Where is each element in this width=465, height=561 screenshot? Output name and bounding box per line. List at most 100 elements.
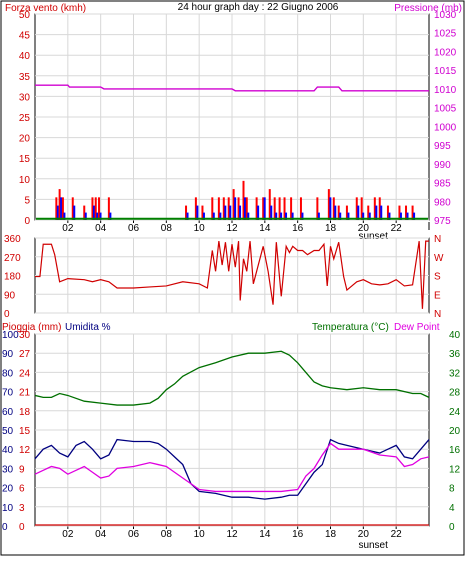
- chart-title: 24 hour graph day : 22 Giugno 2006: [178, 2, 339, 13]
- compass-label: N: [434, 309, 441, 320]
- x-tick-label: 12: [226, 223, 238, 234]
- rain-tick-label: 6: [19, 484, 25, 495]
- humidity-tick-label: 60: [2, 407, 14, 418]
- temperature-line: [34, 350, 430, 406]
- wind-tick-label: 0: [24, 216, 30, 227]
- humidity-tick-label: 90: [2, 349, 14, 360]
- temperature-tick-label: 16: [449, 445, 461, 456]
- direction-tick-label: 0: [4, 309, 10, 320]
- direction-tick-label: 360: [4, 234, 21, 245]
- pressure-tick-label: 980: [434, 197, 451, 208]
- pressure-tick-label: 1015: [434, 66, 457, 77]
- pressure-axis-label: Pressione (mb): [394, 3, 462, 14]
- humidity-line: [34, 438, 430, 500]
- x-tick-label: 12: [226, 529, 238, 540]
- humidity-tick-label: 100: [2, 330, 19, 341]
- pressure-tick-label: 975: [434, 216, 451, 227]
- humidity-tick-label: 50: [2, 426, 14, 437]
- x-tick-label: 14: [259, 529, 271, 540]
- pressure-tick-label: 985: [434, 179, 451, 190]
- x-tick-label: 18: [325, 223, 337, 234]
- temperature-tick-label: 20: [449, 426, 461, 437]
- wind-tick-label: 5: [24, 195, 30, 206]
- temperature-tick-label: 12: [449, 464, 461, 475]
- sunset-label: sunset: [358, 540, 388, 551]
- humidity-axis-label: Umidita %: [65, 322, 111, 333]
- humidity-tick-label: 20: [2, 484, 14, 495]
- pressure-tick-label: 1030: [434, 10, 457, 21]
- pressure-line: [35, 84, 429, 92]
- pressure-tick-label: 1000: [434, 122, 457, 133]
- wind-axis-label: Forza vento (kmh): [5, 3, 86, 14]
- rain-tick-label: 30: [19, 330, 31, 341]
- rain-tick-label: 3: [19, 503, 25, 514]
- temperature-tick-label: 28: [449, 388, 461, 399]
- pressure-tick-label: 1010: [434, 85, 457, 96]
- pressure-tick-label: 1025: [434, 29, 457, 40]
- pressure-tick-label: 990: [434, 160, 451, 171]
- humidity-tick-label: 10: [2, 503, 14, 514]
- compass-label: S: [434, 272, 441, 283]
- x-tick-label: 08: [161, 223, 173, 234]
- x-tick-label: 20: [358, 529, 370, 540]
- x-tick-label: 06: [128, 529, 140, 540]
- rain-tick-label: 9: [19, 464, 25, 475]
- wind-tick-label: 15: [19, 154, 31, 165]
- humidity-tick-label: 30: [2, 464, 14, 475]
- pressure-tick-label: 995: [434, 141, 451, 152]
- compass-label: E: [434, 290, 441, 301]
- temperature-tick-label: 8: [449, 484, 455, 495]
- direction-tick-label: 180: [4, 272, 21, 283]
- x-tick-label: 02: [62, 223, 74, 234]
- temperature-tick-label: 24: [449, 407, 461, 418]
- temperature-tick-label: 0: [449, 522, 455, 533]
- pressure-tick-label: 1020: [434, 47, 457, 58]
- x-tick-label: 16: [292, 223, 304, 234]
- sunset-label: sunset: [358, 231, 388, 242]
- wind-tick-label: 40: [19, 51, 31, 62]
- temperature-axis-label: Temperatura (°C): [312, 322, 389, 333]
- wind-tick-label: 20: [19, 134, 31, 145]
- x-tick-label: 06: [128, 223, 140, 234]
- temperature-tick-label: 36: [449, 349, 461, 360]
- humidity-tick-label: 40: [2, 445, 14, 456]
- x-tick-label: 04: [95, 223, 107, 234]
- wind-tick-label: 25: [19, 113, 31, 124]
- x-tick-label: 08: [161, 529, 173, 540]
- rain-axis-label: Pioggia (mm): [2, 322, 61, 333]
- compass-label: W: [434, 253, 444, 264]
- direction-tick-label: 90: [4, 290, 16, 301]
- compass-label: N: [434, 234, 441, 245]
- x-tick-label: 10: [194, 223, 206, 234]
- temperature-tick-label: 40: [449, 330, 461, 341]
- humidity-tick-label: 0: [2, 522, 8, 533]
- dewpoint-axis-label: Dew Point: [394, 322, 440, 333]
- wind-tick-label: 10: [19, 175, 31, 186]
- wind-tick-label: 35: [19, 72, 31, 83]
- x-tick-label: 16: [292, 529, 304, 540]
- x-tick-label: 22: [391, 223, 403, 234]
- humidity-tick-label: 80: [2, 368, 14, 379]
- rain-tick-label: 12: [19, 445, 31, 456]
- rain-tick-label: 15: [19, 426, 31, 437]
- x-tick-label: 10: [194, 529, 206, 540]
- x-tick-label: 04: [95, 529, 107, 540]
- wind-tick-label: 50: [19, 10, 31, 21]
- x-tick-label: 22: [391, 529, 403, 540]
- x-tick-label: 02: [62, 529, 74, 540]
- x-tick-label: 14: [259, 223, 271, 234]
- dewpoint-line: [34, 442, 430, 493]
- direction-tick-label: 270: [4, 253, 21, 264]
- temperature-tick-label: 4: [449, 503, 455, 514]
- rain-tick-label: 18: [19, 407, 31, 418]
- direction-line: [35, 240, 429, 309]
- rain-tick-label: 0: [19, 522, 25, 533]
- wind-tick-label: 30: [19, 92, 31, 103]
- humidity-tick-label: 70: [2, 388, 14, 399]
- x-tick-label: 20: [358, 223, 370, 234]
- pressure-tick-label: 1005: [434, 104, 457, 115]
- x-tick-label: 18: [325, 529, 337, 540]
- wind-tick-label: 45: [19, 31, 31, 42]
- rain-tick-label: 27: [19, 349, 31, 360]
